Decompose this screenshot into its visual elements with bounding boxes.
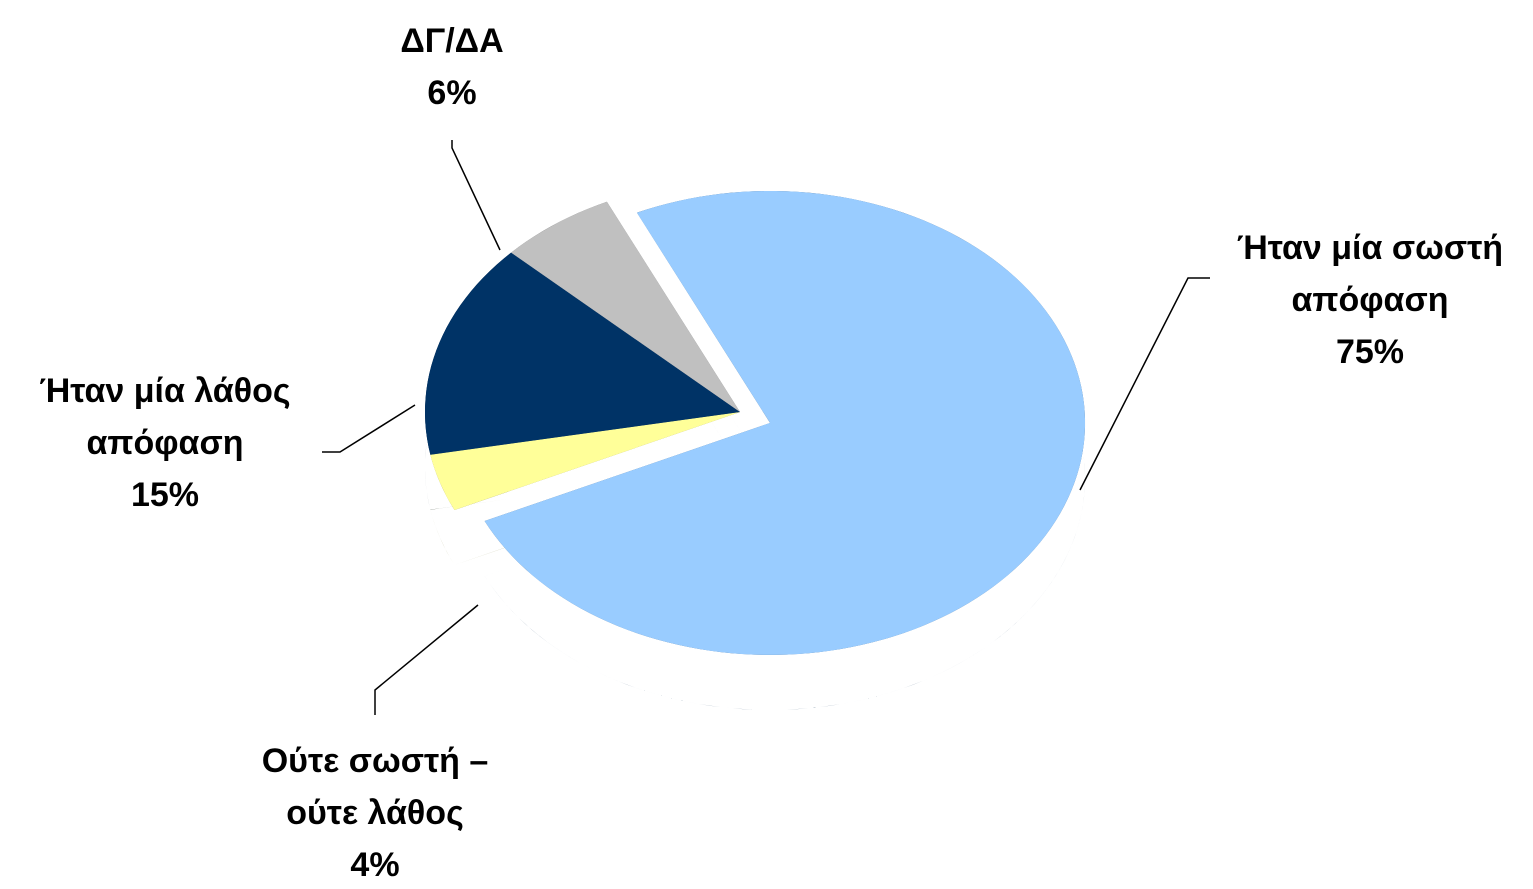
leader-line (1079, 277, 1210, 491)
leader-lines (322, 140, 1210, 715)
pie (425, 190, 1086, 710)
category-label: Ήταν μία σωστή απόφαση (1236, 229, 1504, 319)
slice-label: Ούτε σωστή – ούτε λάθος 4% (225, 735, 525, 889)
slice (511, 201, 740, 412)
value-label: 6% (427, 74, 477, 112)
category-label: Ήταν μία λάθος απόφαση (39, 372, 291, 462)
slice-label: Ήταν μία λάθος απόφαση 15% (5, 365, 325, 521)
value-label: 4% (350, 846, 400, 884)
category-label: ΔΓ/ΔΑ (400, 22, 504, 60)
slice (484, 191, 1086, 655)
value-label: 75% (1335, 333, 1405, 371)
leader-line (322, 404, 416, 453)
leader-line (374, 604, 479, 715)
slice-label: Ήταν μία σωστή απόφαση 75% (1200, 222, 1533, 378)
leader-line (451, 140, 501, 251)
value-label: 15% (130, 476, 200, 514)
slice-label: ΔΓ/ΔΑ 6% (352, 15, 552, 119)
slice (425, 252, 740, 455)
slice (430, 412, 740, 510)
category-label: Ούτε σωστή – ούτε λάθος (261, 742, 489, 832)
